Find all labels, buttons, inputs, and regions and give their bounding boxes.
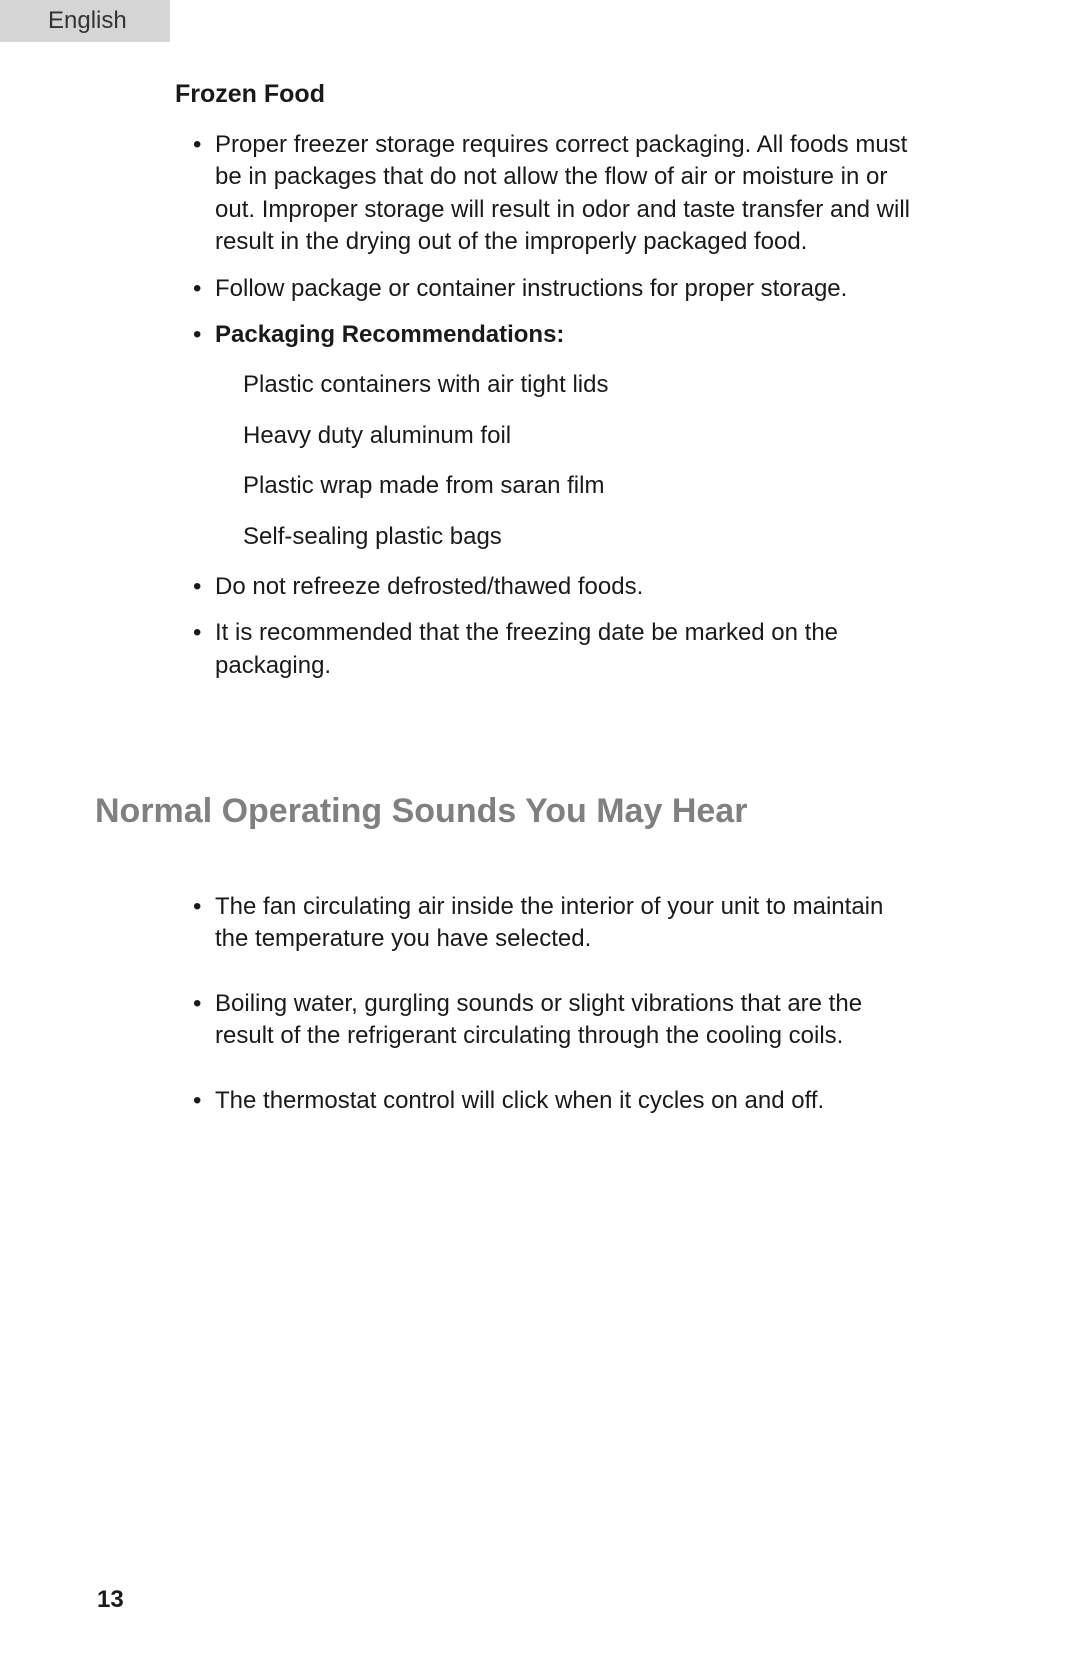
packaging-rec-label: Packaging Recommendations: [215, 321, 564, 348]
packaging-sub-list: Plastic containers with air tight lids H… [215, 369, 920, 553]
sub-list-item: Plastic wrap made from saran film [243, 470, 920, 502]
frozen-food-list: Proper freezer storage requires correct … [175, 129, 920, 682]
list-item: Packaging Recommendations: Plastic conta… [193, 319, 920, 553]
list-item: Boiling water, gurgling sounds or slight… [193, 988, 920, 1053]
sounds-section-title: Normal Operating Sounds You May Hear [95, 792, 920, 831]
sounds-list: The fan circulating air inside the inter… [175, 891, 920, 1117]
list-item: The thermostat control will click when i… [193, 1085, 920, 1117]
sub-list-item: Plastic containers with air tight lids [243, 369, 920, 401]
list-item: Follow package or container instructions… [193, 273, 920, 305]
list-item: It is recommended that the freezing date… [193, 617, 920, 682]
list-item: Proper freezer storage requires correct … [193, 129, 920, 259]
sub-list-item: Heavy duty aluminum foil [243, 420, 920, 452]
page-number: 13 [97, 1586, 124, 1614]
sub-list-item: Self-sealing plastic bags [243, 521, 920, 553]
language-tab: English [0, 0, 170, 42]
page-content: Frozen Food Proper freezer storage requi… [175, 80, 920, 1149]
list-item: The fan circulating air inside the inter… [193, 891, 920, 956]
frozen-food-title: Frozen Food [175, 80, 920, 109]
list-item: Do not refreeze defrosted/thawed foods. [193, 571, 920, 603]
